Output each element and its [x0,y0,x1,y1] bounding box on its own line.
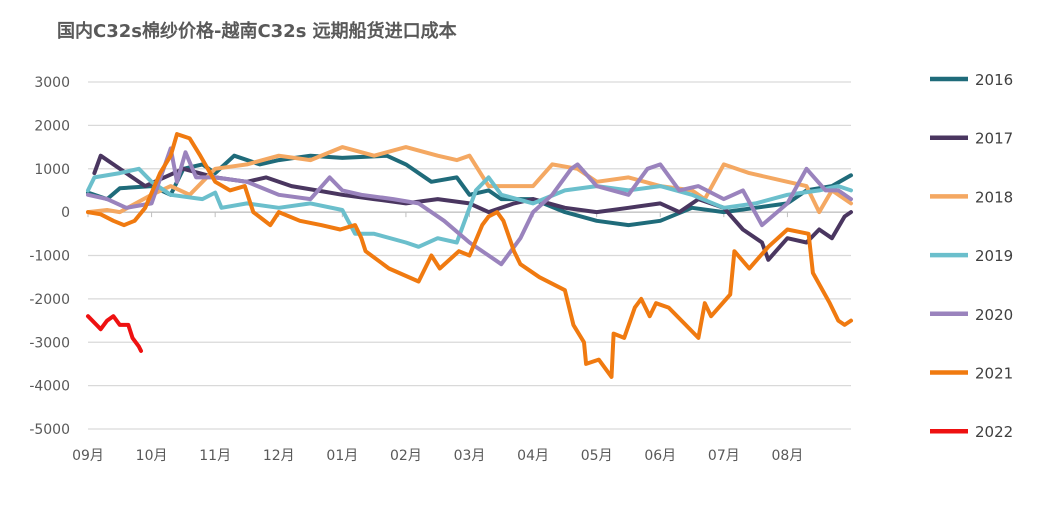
legend-label: 2018 [975,188,1013,206]
y-tick-label: 2000 [34,118,70,134]
series-line-2020 [86,146,853,267]
y-tick-label: 3000 [34,75,70,91]
y-tick-label: -1000 [29,249,70,265]
series-line-2019 [86,166,853,249]
x-tick-label: 11月 [199,448,231,464]
legend-label: 2022 [975,423,1013,441]
y-tick-label: -3000 [29,335,70,351]
legend-label: 2020 [975,306,1013,324]
x-tick-label: 03月 [454,448,486,464]
x-tick-label: 02月 [390,448,422,464]
x-tick-label: 09月 [72,448,104,464]
y-tick-label: 0 [61,205,70,221]
legend-label: 2019 [975,247,1013,265]
series-line-2018 [86,145,853,215]
series-line-2021 [86,132,853,379]
x-tick-label: 10月 [136,448,168,464]
legend-label: 2016 [975,71,1013,89]
legend-label: 2017 [975,130,1013,148]
y-tick-label: 1000 [34,162,70,178]
legend-label: 2021 [975,365,1013,383]
x-tick-label: 06月 [644,448,676,464]
x-tick-label: 05月 [581,448,613,464]
x-tick-label: 07月 [708,448,740,464]
chart-title: 国内C32s棉纱价格-越南C32s 远期船货进口成本 [57,21,457,42]
y-tick-label: -5000 [29,422,70,438]
x-tick-label: 12月 [263,448,295,464]
series-line-2022 [86,314,143,353]
x-tick-label: 04月 [517,448,549,464]
x-tick-label: 01月 [326,448,358,464]
x-tick-label: 08月 [772,448,804,464]
y-tick-label: -2000 [29,292,70,308]
y-tick-label: -4000 [29,379,70,395]
